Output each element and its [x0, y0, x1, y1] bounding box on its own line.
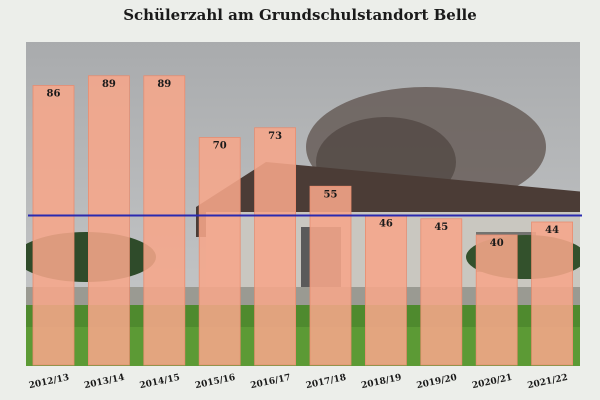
- bar-2014-15: [143, 75, 186, 366]
- bar-value-label: 89: [102, 79, 116, 90]
- x-tick-label: 2016/17: [250, 373, 292, 391]
- x-tick-label: 2019/20: [416, 373, 458, 391]
- bar-2017-18: [309, 185, 352, 366]
- x-tick-label: 2012/13: [28, 373, 70, 391]
- x-tick-label: 2013/14: [83, 373, 125, 391]
- bar-value-label: 45: [434, 222, 448, 233]
- bar-value-label: 73: [268, 131, 282, 142]
- bar-2018-19: [364, 215, 407, 366]
- x-tick-label: 2015/16: [194, 373, 236, 391]
- bar-2020-21: [475, 234, 518, 366]
- x-tick-label: 2017/18: [305, 373, 347, 391]
- x-tick-label: 2018/19: [360, 373, 402, 391]
- bar-value-label: 40: [490, 238, 504, 249]
- bar-2021-22: [531, 221, 573, 366]
- bar-value-label: 86: [47, 89, 61, 100]
- ticks-layer: 2012/13 2013/14 2014/15 2015/16 2016/17 2017/…: [28, 373, 569, 391]
- bar-2016-17: [254, 127, 297, 366]
- x-tick-label: 2021/22: [527, 373, 569, 391]
- bar-2013-14: [88, 75, 130, 366]
- x-tick-label: 2014/15: [139, 373, 181, 391]
- x-tick-label: 2020/21: [471, 373, 513, 391]
- bar-value-label: 55: [324, 189, 338, 200]
- bar-2015-16: [198, 137, 241, 366]
- bar-2012-13: [32, 85, 75, 366]
- bar-value-label: 89: [157, 79, 171, 90]
- bar-value-label: 70: [213, 141, 227, 152]
- chart-title: Schülerzahl am Grundschulstandort Belle: [123, 6, 477, 24]
- bar-value-label: 46: [379, 219, 393, 230]
- bars-layer: [32, 75, 573, 366]
- bar-2019-20: [420, 218, 463, 366]
- bar-value-label: 44: [545, 225, 559, 236]
- labels-layer: 86 89 89 70 73 55 46 45 40 44: [47, 79, 560, 249]
